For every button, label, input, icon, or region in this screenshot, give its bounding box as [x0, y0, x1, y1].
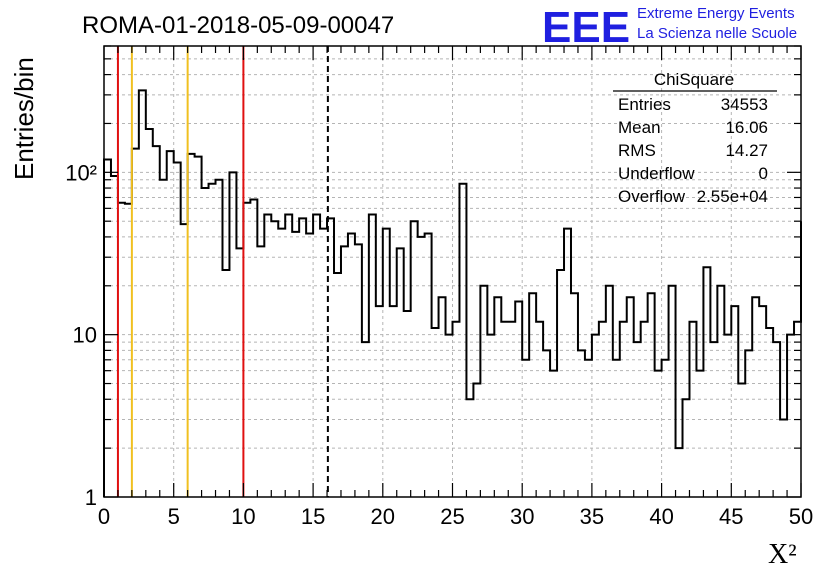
x-tick-label: 0 — [98, 504, 110, 529]
x-tick-label: 50 — [789, 504, 813, 529]
logo-mark: EEE — [542, 3, 630, 52]
x-tick-label: 5 — [168, 504, 180, 529]
y-axis-ticks: 1 10 10² — [65, 45, 801, 510]
histogram-series — [103, 89, 802, 497]
x-tick-label: 25 — [440, 504, 464, 529]
grid — [104, 45, 801, 497]
y-tick-label: 10 — [73, 323, 97, 348]
stats-label: Mean — [618, 118, 661, 137]
x-tick-label: 45 — [719, 504, 743, 529]
stats-value: 2.55e+04 — [697, 187, 768, 206]
stats-label: RMS — [618, 141, 656, 160]
stats-value: 14.27 — [725, 141, 768, 160]
stats-value: 34553 — [721, 95, 768, 114]
stats-value: 0 — [759, 164, 768, 183]
logo-line-2: La Scienza nelle Scuole — [637, 25, 797, 42]
x-tick-label: 10 — [231, 504, 255, 529]
x-tick-label: 40 — [649, 504, 673, 529]
x-tick-label: 30 — [510, 504, 534, 529]
eee-logo: EEE Extreme Energy Events La Scienza nel… — [542, 3, 797, 52]
stats-label: Entries — [618, 95, 671, 114]
logo-line-1: Extreme Energy Events — [637, 5, 795, 22]
stats-label: Overflow — [618, 187, 686, 206]
x-tick-label: 20 — [371, 504, 395, 529]
stats-label: Underflow — [618, 164, 695, 183]
stats-title: ChiSquare — [654, 70, 734, 89]
x-axis-ticks: 0 5 10 15 20 25 30 35 40 45 50 — [98, 46, 813, 529]
y-tick-label: 10² — [65, 160, 97, 185]
histogram — [103, 89, 802, 497]
stats-rows: Entries 34553 Mean 16.06 RMS 14.27 Underflow 0 O… — [618, 95, 768, 206]
x-axis-label: X² — [768, 539, 797, 570]
y-axis-label: Entries/bin — [9, 57, 39, 180]
x-tick-label: 35 — [580, 504, 604, 529]
chart-title: ROMA-01-2018-05-09-00047 — [82, 12, 394, 39]
marker-lines — [116, 46, 329, 497]
y-tick-label: 1 — [85, 485, 97, 510]
stats-value: 16.06 — [725, 118, 768, 137]
stats-box: ChiSquare Entries 34553 Mean 16.06 RMS 14.27 U… — [613, 70, 777, 206]
x-tick-label: 15 — [301, 504, 325, 529]
